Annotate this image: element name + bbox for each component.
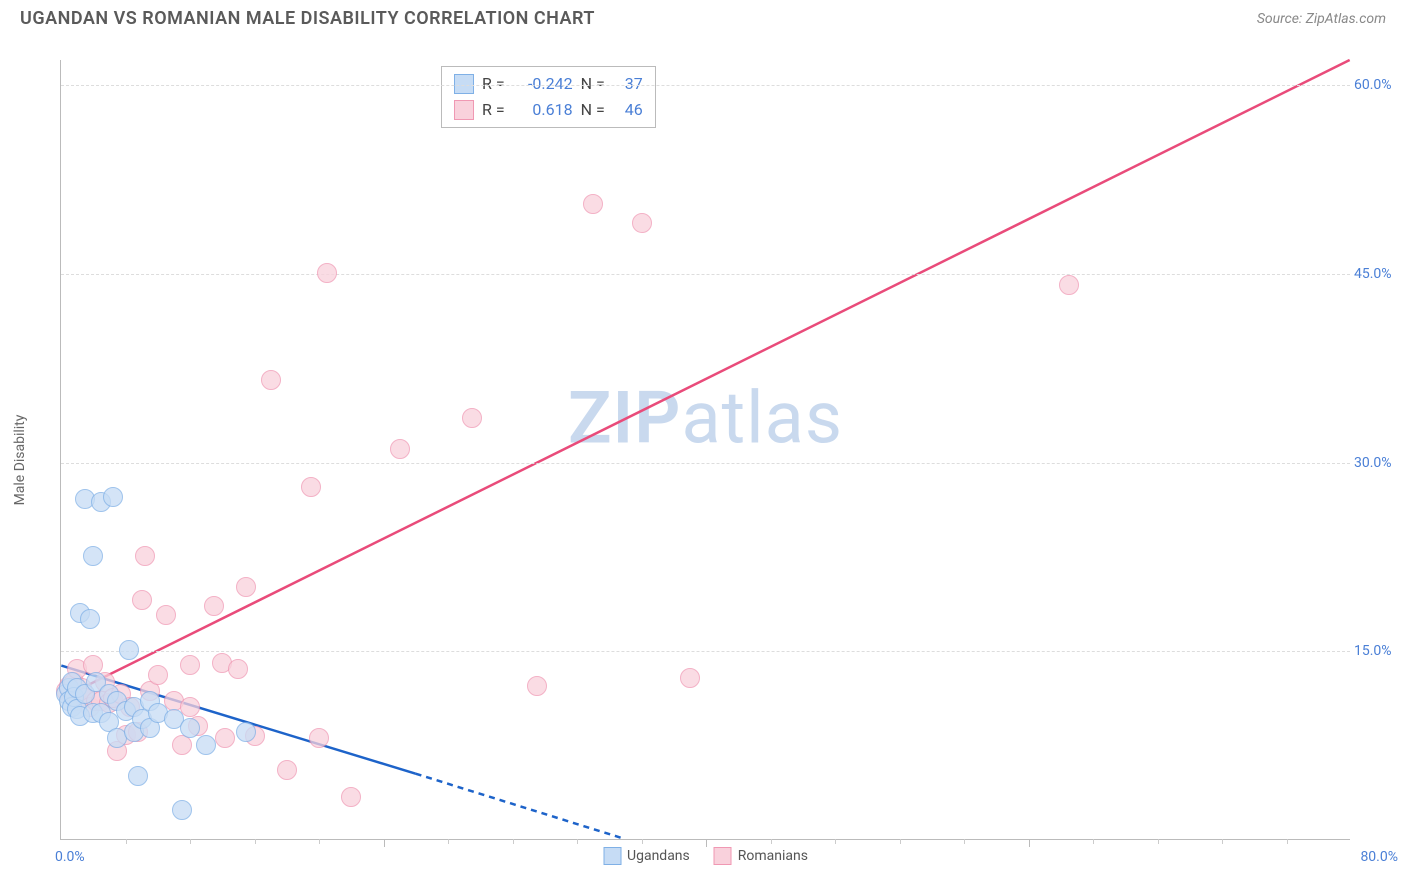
- scatter-point-series2: [180, 697, 200, 717]
- x-tick-minor: [1093, 839, 1094, 844]
- x-tick-minor: [964, 839, 965, 844]
- scatter-point-series2: [180, 655, 200, 675]
- x-axis-max-label: 80.0%: [1360, 849, 1398, 865]
- swatch-series1: [454, 74, 474, 94]
- scatter-point-series1: [196, 735, 216, 755]
- trend-line: [61, 60, 1349, 698]
- y-tick-label: 60.0%: [1354, 77, 1400, 93]
- scatter-point-series2: [204, 596, 224, 616]
- x-tick-minor: [513, 839, 514, 844]
- scatter-point-series2: [132, 590, 152, 610]
- trend-line: [416, 774, 625, 839]
- chart-title: UGANDAN VS ROMANIAN MALE DISABILITY CORR…: [20, 8, 595, 29]
- gridline-h: [61, 651, 1350, 652]
- scatter-point-series1: [172, 800, 192, 820]
- scatter-point-series2: [632, 213, 652, 233]
- x-tick-minor: [1158, 839, 1159, 844]
- swatch-series2: [454, 100, 474, 120]
- x-tick-major: [1029, 839, 1030, 847]
- scatter-point-series2: [462, 408, 482, 428]
- x-tick-minor: [577, 839, 578, 844]
- scatter-point-series1: [80, 609, 100, 629]
- correlation-box: R = -0.242 N = 37 R = 0.618 N = 46: [441, 66, 656, 128]
- legend-swatch-series1: [603, 847, 621, 865]
- scatter-point-series1: [83, 546, 103, 566]
- x-tick-minor: [1222, 839, 1223, 844]
- gridline-h: [61, 463, 1350, 464]
- gridline-h: [61, 274, 1350, 275]
- scatter-point-series2: [583, 194, 603, 214]
- x-tick-major: [384, 839, 385, 847]
- scatter-point-series1: [103, 487, 123, 507]
- watermark: ZIPatlas: [568, 376, 843, 461]
- x-tick-minor: [1287, 839, 1288, 844]
- gridline-h: [61, 85, 1350, 86]
- y-tick-label: 45.0%: [1354, 266, 1400, 282]
- x-tick-minor: [190, 839, 191, 844]
- scatter-point-series2: [261, 370, 281, 390]
- x-tick-major: [706, 839, 707, 847]
- x-tick-minor: [642, 839, 643, 844]
- x-tick-minor: [448, 839, 449, 844]
- scatter-point-series2: [301, 477, 321, 497]
- scatter-point-series2: [236, 577, 256, 597]
- x-tick-minor: [835, 839, 836, 844]
- x-tick-minor: [319, 839, 320, 844]
- x-tick-minor: [900, 839, 901, 844]
- trend-lines-layer: [61, 60, 1350, 839]
- y-tick-label: 30.0%: [1354, 455, 1400, 471]
- scatter-point-series2: [1059, 275, 1079, 295]
- scatter-point-series1: [180, 718, 200, 738]
- scatter-point-series2: [156, 605, 176, 625]
- scatter-point-series2: [215, 728, 235, 748]
- x-axis-min-label: 0.0%: [55, 849, 85, 865]
- scatter-point-series2: [228, 659, 248, 679]
- scatter-point-series2: [135, 546, 155, 566]
- legend-item-series2: Romanians: [714, 847, 808, 865]
- legend: Ugandans Romanians: [603, 847, 808, 865]
- scatter-point-series2: [317, 263, 337, 283]
- source-attribution: Source: ZipAtlas.com: [1257, 11, 1386, 27]
- y-axis-label: Male Disability: [12, 415, 28, 506]
- scatter-point-series2: [341, 787, 361, 807]
- x-tick-minor: [126, 839, 127, 844]
- scatter-point-series2: [309, 728, 329, 748]
- x-tick-minor: [255, 839, 256, 844]
- n-value-series1: 37: [613, 71, 643, 97]
- scatter-point-series1: [236, 722, 256, 742]
- scatter-point-series2: [527, 676, 547, 696]
- correlation-row-series2: R = 0.618 N = 46: [454, 97, 643, 123]
- scatter-point-series2: [277, 760, 297, 780]
- y-tick-label: 15.0%: [1354, 643, 1400, 659]
- scatter-point-series1: [119, 640, 139, 660]
- correlation-row-series1: R = -0.242 N = 37: [454, 71, 643, 97]
- x-tick-minor: [771, 839, 772, 844]
- r-value-series2: 0.618: [513, 97, 573, 123]
- scatter-point-series1: [128, 766, 148, 786]
- scatter-point-series2: [680, 668, 700, 688]
- n-value-series2: 46: [613, 97, 643, 123]
- scatter-plot: ZIPatlas R = -0.242 N = 37 R = 0.618 N =…: [60, 60, 1350, 840]
- scatter-point-series2: [148, 665, 168, 685]
- r-value-series1: -0.242: [513, 71, 573, 97]
- scatter-point-series2: [390, 439, 410, 459]
- legend-swatch-series2: [714, 847, 732, 865]
- legend-item-series1: Ugandans: [603, 847, 690, 865]
